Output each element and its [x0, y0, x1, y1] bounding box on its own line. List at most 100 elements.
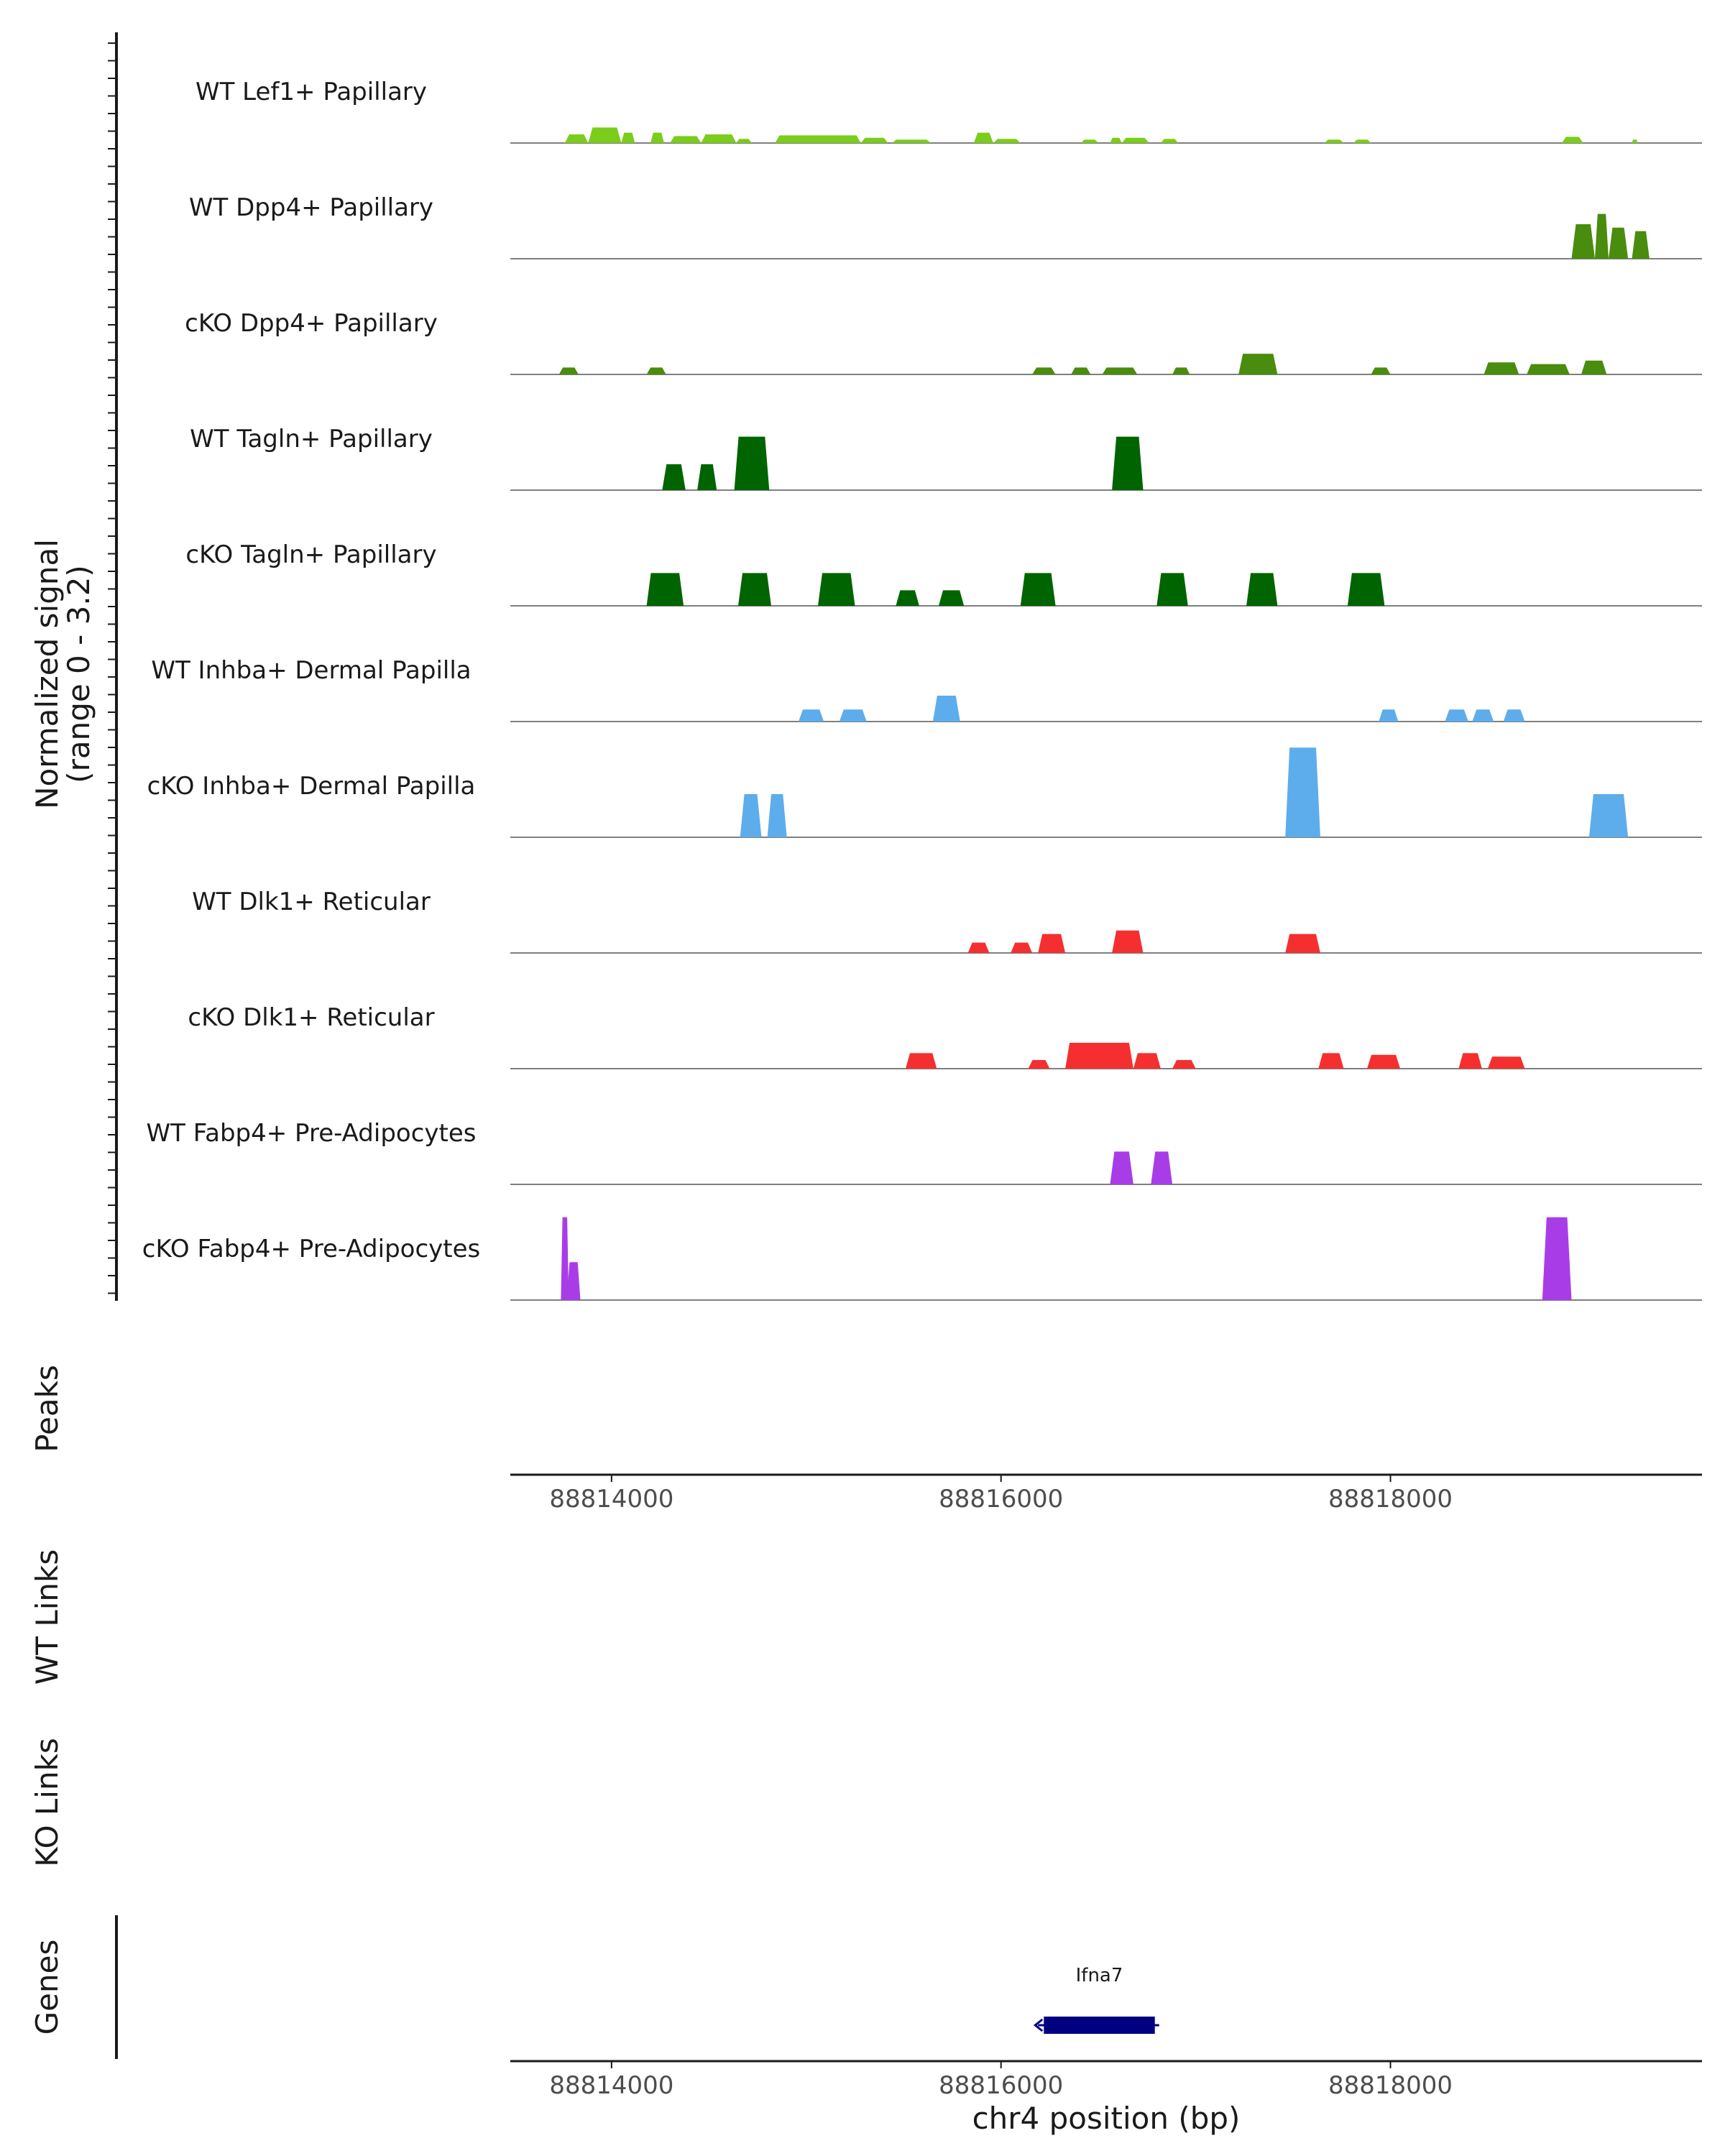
coverage-peak: [892, 139, 932, 143]
track-label: cKO Dlk1+ Reticular: [188, 1003, 434, 1032]
track-label: WT Fabp4+ Pre-Adipocytes: [147, 1119, 477, 1148]
coverage-peak: [736, 139, 752, 143]
coverage-peak: [1353, 139, 1371, 143]
coverage-peak: [697, 464, 717, 490]
coverage-peak: [775, 135, 861, 143]
coverage-peak: [1458, 1053, 1482, 1069]
coverage-peak: [1632, 231, 1650, 259]
coverage-peak: [1488, 1056, 1525, 1069]
coverage-peak: [1561, 137, 1583, 143]
coverage-peak: [1133, 1053, 1161, 1069]
coverage-peak: [1542, 1217, 1572, 1300]
coverage-peak: [839, 709, 867, 722]
coverage-peak: [1246, 573, 1278, 606]
genes-x-axis-tick-label: 88818000: [1328, 2071, 1453, 2100]
coverage-peak: [906, 1053, 937, 1069]
coverage-tracks: WT Lef1+ Papillary WT Dpp4+ Papillary cKO …: [142, 78, 1702, 1301]
coverage-peak: [860, 137, 888, 143]
genes-x-axis-tick-label: 88816000: [939, 2071, 1063, 2100]
coverage-peak: [932, 696, 960, 722]
coverage-peak: [939, 590, 965, 606]
coverage-peak: [1527, 364, 1570, 374]
coverage-peak: [670, 136, 702, 143]
coverage-peak: [1588, 794, 1629, 837]
ko-links-label: KO Links: [29, 1738, 65, 1867]
coverage-peak: [1121, 137, 1149, 143]
coverage-peak: [564, 134, 589, 143]
track-8: cKO Dlk1+ Reticular: [188, 1003, 1702, 1069]
genes-panel: Genes Ifna7 88814000 88816000 88818000 chr…: [29, 1915, 1702, 2136]
coverage-peak: [558, 367, 579, 374]
coverage-peak: [561, 1217, 569, 1300]
coverage-peak: [646, 573, 684, 606]
coverage-peak: [799, 709, 824, 722]
coverage-peak: [967, 942, 990, 953]
track-4: cKO Tagln+ Papillary: [185, 540, 1702, 607]
coverage-peak: [1609, 227, 1629, 259]
coverage-peak: [740, 794, 762, 837]
links-panels: WT Links KO Links: [29, 1549, 65, 1867]
track-3: WT Tagln+ Papillary: [190, 425, 1702, 491]
track-2: cKO Dpp4+ Papillary: [185, 309, 1702, 375]
coverage-peak: [1379, 709, 1399, 722]
coverage-peak: [1028, 1060, 1050, 1069]
coverage-peak: [1581, 360, 1607, 374]
coverage-peak: [993, 139, 1021, 143]
track-6: cKO Inhba+ Dermal Papilla: [147, 747, 1702, 838]
coverage-peak: [1112, 930, 1144, 953]
coverage-peak: [1110, 1151, 1133, 1184]
signal-y-axis: Normalized signal (range 0 - 3.2): [29, 32, 118, 1301]
y-axis-title: Normalized signal: [29, 539, 65, 809]
track-10: cKO Fabp4+ Pre-Adipocytes: [142, 1217, 1702, 1301]
coverage-peak: [767, 794, 787, 837]
track-1: WT Dpp4+ Papillary: [189, 193, 1702, 259]
track-label: cKO Dpp4+ Papillary: [185, 309, 438, 338]
coverage-peak: [566, 1262, 581, 1300]
gene-exon: [1044, 2017, 1155, 2034]
peaks-panel: Peaks 88814000 88816000 88818000: [29, 1365, 1702, 1514]
track-7: WT Dlk1+ Reticular: [192, 888, 1702, 954]
coverage-peak: [1595, 213, 1609, 259]
gene-feature: Ifna7: [1033, 1965, 1159, 2034]
coverage-peak: [1367, 1054, 1401, 1069]
track-5: WT Inhba+ Dermal Papilla: [151, 656, 1702, 722]
track-label: cKO Inhba+ Dermal Papilla: [147, 772, 476, 801]
coverage-peak: [1172, 1060, 1196, 1069]
coverage-peak: [1285, 747, 1320, 837]
coverage-peak: [1571, 224, 1595, 259]
coverage-peak: [1032, 367, 1056, 374]
track-label: cKO Tagln+ Papillary: [185, 540, 436, 569]
genes-label: Genes: [29, 1940, 65, 2035]
coverage-peak: [1080, 139, 1099, 143]
coverage-peak: [1156, 573, 1188, 606]
coverage-peak: [1503, 709, 1525, 722]
coverage-peak: [1285, 934, 1320, 953]
coverage-peak: [1110, 137, 1122, 143]
coverage-peak: [646, 367, 666, 374]
coverage-peak: [1071, 367, 1091, 374]
coverage-peak: [1347, 573, 1385, 606]
coverage-peak: [1172, 367, 1190, 374]
coverage-peak: [1038, 934, 1066, 953]
track-label: WT Dlk1+ Reticular: [192, 888, 431, 916]
coverage-peak: [1445, 709, 1468, 722]
coverage-peak: [896, 590, 919, 606]
track-label: WT Inhba+ Dermal Papilla: [151, 656, 471, 685]
coverage-peak: [1151, 1151, 1173, 1184]
track-label: WT Dpp4+ Papillary: [189, 193, 433, 222]
coverage-peak: [1318, 1053, 1344, 1069]
coverage-peak: [818, 573, 855, 606]
coverage-peak: [1065, 1043, 1133, 1069]
coverage-peak: [973, 132, 993, 143]
coverage-peak: [738, 573, 771, 606]
track-label: cKO Fabp4+ Pre-Adipocytes: [142, 1235, 481, 1263]
coverage-peak: [588, 127, 622, 143]
coverage-peak: [1472, 709, 1494, 722]
coverage-peak: [1160, 139, 1179, 143]
track-label: WT Lef1+ Papillary: [196, 78, 427, 106]
coverage-peak: [1632, 139, 1638, 143]
coverage-peak: [1484, 362, 1519, 374]
peaks-x-axis-tick-label: 88814000: [549, 1485, 673, 1514]
peaks-x-axis-tick-label: 88818000: [1328, 1485, 1453, 1514]
coverage-peak: [1371, 367, 1391, 374]
